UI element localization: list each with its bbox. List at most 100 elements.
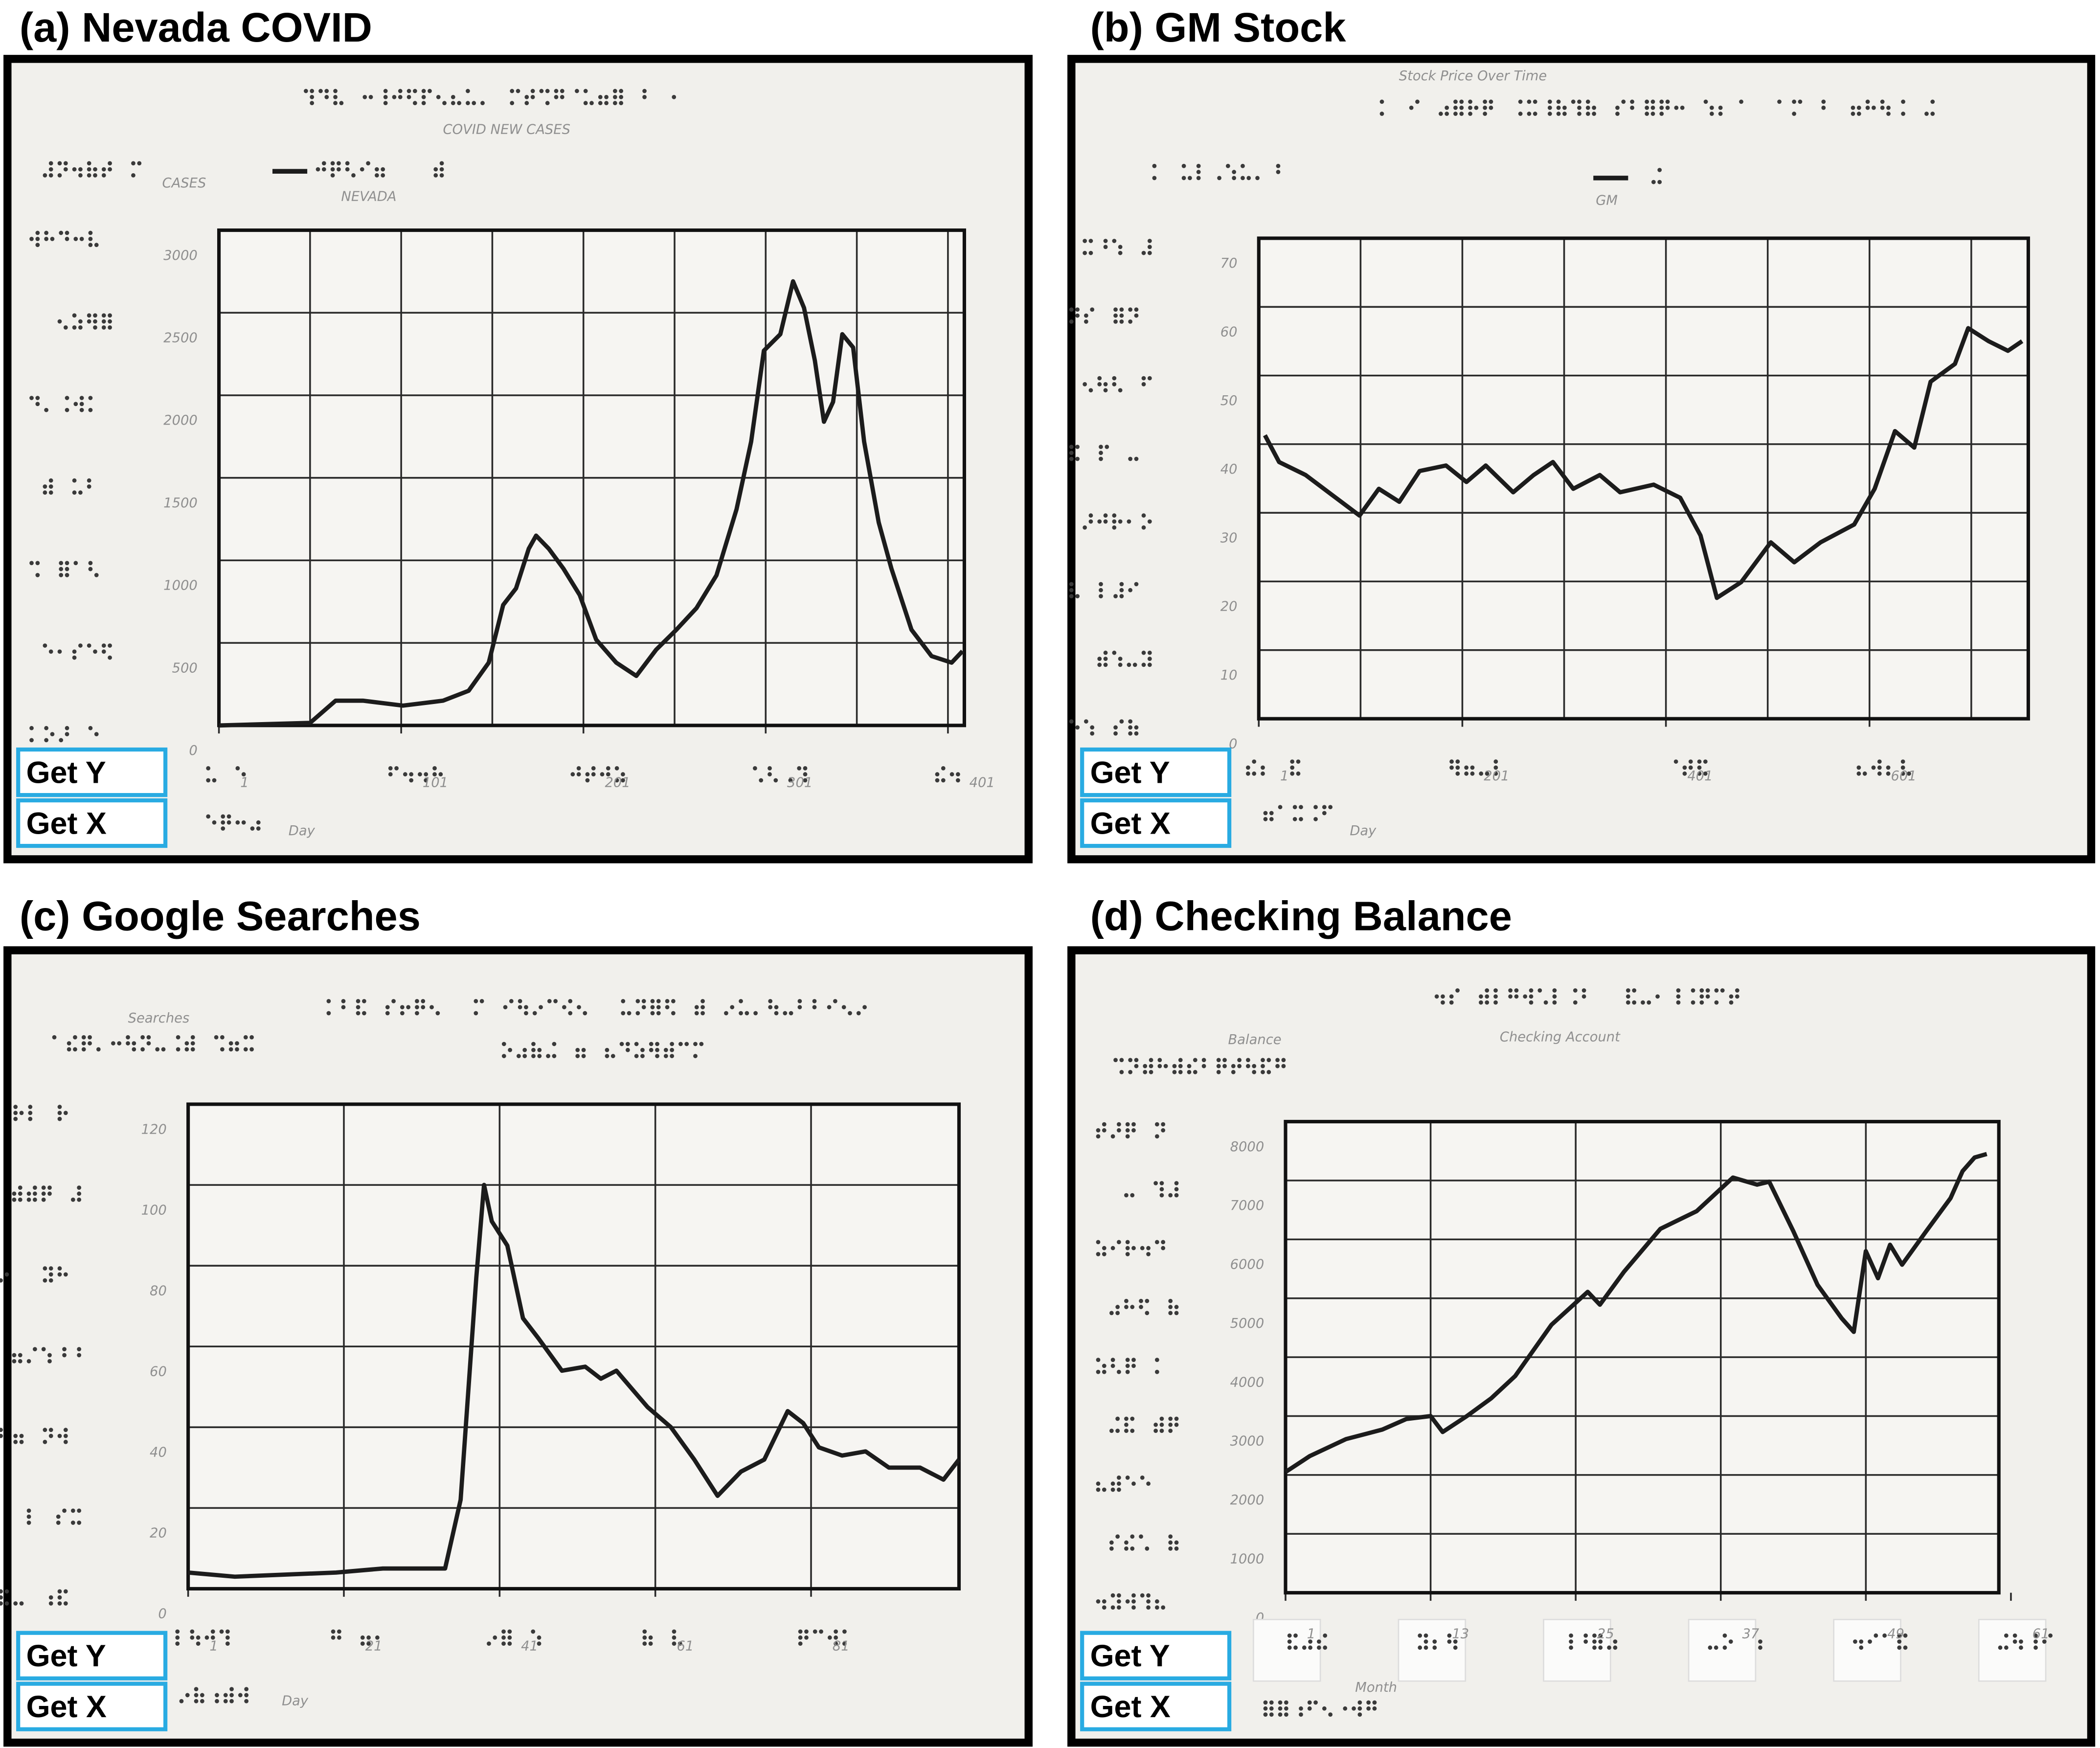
- braille-dots: [798, 1629, 847, 1646]
- y-tick-label: 50: [1220, 393, 1238, 409]
- y-tick-label: 1000: [163, 578, 198, 593]
- button[interactable]: [1080, 1681, 1232, 1731]
- plot-area: [1259, 238, 2029, 719]
- braille-dots: [1069, 582, 1139, 598]
- y-tick-label: 60: [150, 1364, 167, 1379]
- button[interactable]: [1080, 747, 1232, 797]
- x-tick-label: 13: [1452, 1627, 1469, 1642]
- button[interactable]: [16, 1681, 168, 1731]
- braille-dots: [1152, 163, 1281, 181]
- tick-card: [1688, 1618, 1757, 1682]
- y-tick-label: 20: [150, 1526, 167, 1541]
- y-tick-label: 3000: [1230, 1434, 1265, 1449]
- braille-dots: [43, 161, 142, 178]
- braille-dots: [1109, 1416, 1179, 1433]
- button-label[interactable]: Get Y: [26, 755, 106, 790]
- y-tick-label: 3000: [163, 248, 198, 263]
- tick-card: [1398, 1618, 1467, 1682]
- y-tick-label: 5000: [1230, 1316, 1265, 1331]
- braille-dots: [1287, 1633, 1328, 1650]
- y-tick-label: 2500: [163, 330, 198, 345]
- button-label[interactable]: Get X: [26, 806, 107, 840]
- panel-title: (d) Checking Balance: [1090, 892, 1512, 939]
- x-tick-label: 21: [365, 1638, 383, 1654]
- braille-dots: [1096, 1358, 1159, 1374]
- x-axis-label: Day: [1350, 823, 1377, 839]
- x-tick-label: 301: [787, 775, 813, 791]
- braille-dots: [1069, 445, 1139, 461]
- braille-dots: [1673, 759, 1708, 776]
- y-tick-label: 0: [189, 743, 197, 758]
- button-label[interactable]: Get X: [1090, 806, 1171, 840]
- button-label[interactable]: Get X: [26, 1690, 107, 1724]
- button-label[interactable]: Get X: [1090, 1690, 1171, 1724]
- braille-dots: [12, 1185, 82, 1202]
- tick-card: [1978, 1618, 2047, 1682]
- button-label[interactable]: Get Y: [1090, 1639, 1170, 1673]
- y-tick-label: 30: [1220, 530, 1238, 545]
- braille-dots: [1569, 1633, 1618, 1650]
- button-label[interactable]: Get Y: [1090, 755, 1170, 790]
- chart-title: COVID NEW CASES: [443, 122, 570, 137]
- button[interactable]: [16, 747, 168, 797]
- button[interactable]: [1080, 798, 1232, 848]
- y-tick-label: 40: [1220, 462, 1238, 477]
- y-tick-label: 80: [150, 1283, 167, 1298]
- braille-dots: [642, 1629, 682, 1646]
- y-tick-label: 6000: [1230, 1257, 1265, 1272]
- x-tick-label: 1: [209, 1638, 218, 1654]
- plot-frame: [1257, 236, 2030, 721]
- y-tick-label: 4000: [1230, 1375, 1265, 1390]
- data-line: [1263, 326, 2024, 600]
- tick-card: [1543, 1618, 1611, 1682]
- braille-dots: [1449, 759, 1498, 776]
- braille-dots: [1651, 168, 1662, 184]
- button[interactable]: [16, 798, 168, 848]
- x-tick-label: 1: [1307, 1627, 1315, 1642]
- x-tick-label: 201: [605, 775, 630, 791]
- x-tick-label: 61: [677, 1638, 694, 1654]
- x-tick-label: 1: [1280, 769, 1288, 784]
- y-tick-label: 8000: [1230, 1139, 1265, 1155]
- braille-dots: [0, 1589, 68, 1606]
- button[interactable]: [1080, 1631, 1232, 1680]
- y-axis-label: Searches: [128, 1011, 190, 1026]
- braille-dots: [1109, 1534, 1179, 1551]
- plot-frame: [217, 228, 966, 727]
- y-axis-label: CASES: [162, 176, 206, 191]
- x-tick-label: 37: [1742, 1627, 1760, 1642]
- braille-dots: [1069, 307, 1139, 324]
- x-tick-label: 81: [833, 1638, 850, 1654]
- y-tick-label: 120: [141, 1122, 167, 1137]
- braille-dots: [1109, 1298, 1179, 1316]
- y-tick-label: 60: [1220, 324, 1238, 340]
- y-tick-label: 20: [1220, 599, 1238, 614]
- button-label[interactable]: Get Y: [26, 1639, 106, 1673]
- tick-card: [1252, 1618, 1321, 1682]
- braille-dots: [0, 1266, 68, 1283]
- braille-dots: [1434, 988, 1739, 1005]
- button[interactable]: [16, 1631, 168, 1680]
- chart-title: Checking Account: [1500, 1029, 1621, 1044]
- x-tick-label: 601: [1891, 769, 1917, 784]
- panel-title: (c) Google Searches: [20, 892, 421, 939]
- chart-title: Stock Price Over Time: [1399, 68, 1547, 84]
- x-tick-label: 61: [2032, 1627, 2050, 1642]
- y-tick-label: 10: [1220, 668, 1238, 683]
- y-tick-label: 70: [1220, 256, 1238, 271]
- x-tick-label: 25: [1597, 1627, 1614, 1642]
- braille-dots: [316, 161, 444, 178]
- x-tick-label: 201: [1484, 769, 1509, 784]
- y-tick-label: 7000: [1230, 1198, 1265, 1213]
- braille-dots: [935, 766, 960, 783]
- x-axis-label: Day: [282, 1693, 309, 1708]
- braille-dots: [43, 643, 112, 660]
- braille-dots: [12, 1347, 82, 1363]
- x-tick-label: 41: [521, 1638, 538, 1654]
- braille-dots: [331, 1629, 380, 1646]
- x-tick-label: 401: [1687, 769, 1713, 784]
- braille-dots: [29, 726, 99, 743]
- y-tick-label: 1500: [163, 496, 198, 511]
- y-tick-label: 1000: [1230, 1551, 1265, 1566]
